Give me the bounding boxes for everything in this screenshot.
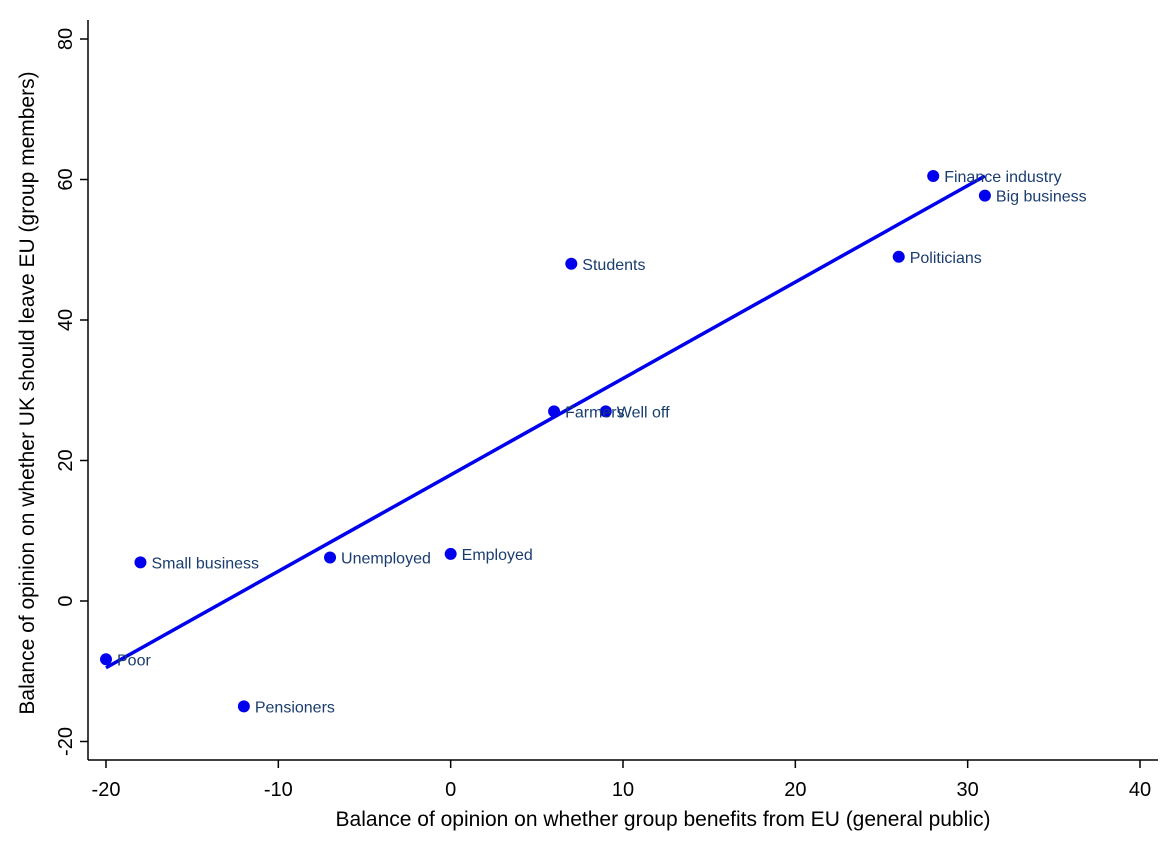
x-tick-label: -10 — [264, 779, 293, 801]
point-label: Politicians — [910, 250, 982, 267]
data-point — [134, 556, 147, 569]
x-axis-ticks: -20 -10 0 10 20 30 40 — [92, 760, 1151, 801]
data-point — [444, 547, 457, 560]
x-tick-label: 40 — [1129, 779, 1151, 801]
fit-line-layer — [105, 174, 986, 670]
y-tick-label: -20 — [55, 727, 77, 756]
y-axis-ticks: -20 0 20 40 60 80 — [55, 28, 88, 756]
point-label: Poor — [117, 652, 151, 669]
data-point — [599, 405, 612, 418]
x-tick-label: 0 — [445, 779, 456, 801]
plot-area: Finance industry Big business Politicians S… — [100, 169, 1087, 716]
point-label: Small business — [151, 555, 259, 572]
data-point — [565, 257, 578, 270]
y-tick-label: 60 — [55, 168, 77, 190]
point-label: Well off — [617, 404, 670, 421]
data-point — [892, 250, 905, 263]
y-tick-label: 40 — [55, 309, 77, 331]
data-point — [237, 700, 250, 713]
x-tick-label: 10 — [612, 779, 634, 801]
y-tick-label: 80 — [55, 28, 77, 50]
point-labels-layer: Finance industry Big business Politicians S… — [117, 169, 1087, 716]
point-label: Finance industry — [944, 169, 1061, 186]
data-point — [927, 169, 940, 182]
data-point — [324, 551, 337, 564]
axes: -20 -10 0 10 20 30 40 -20 0 20 40 60 80 — [55, 20, 1158, 801]
data-point — [548, 405, 561, 418]
y-tick-label: 20 — [55, 449, 77, 471]
data-points-layer — [100, 169, 991, 713]
point-label: Employed — [462, 547, 533, 564]
point-label: Pensioners — [255, 699, 335, 716]
x-axis-title: Balance of opinion on whether group bene… — [336, 808, 991, 831]
y-tick-label: 0 — [55, 595, 77, 606]
x-tick-label: 20 — [784, 779, 806, 801]
point-label: Farmers — [565, 404, 625, 421]
x-tick-label: -20 — [92, 779, 121, 801]
y-axis-title: Balance of opinion on whether UK should … — [16, 71, 39, 714]
data-point — [978, 189, 991, 202]
point-label: Big business — [996, 189, 1087, 206]
fit-line — [105, 174, 986, 670]
x-tick-label: 30 — [957, 779, 979, 801]
data-point — [100, 653, 112, 666]
point-label: Unemployed — [341, 550, 431, 567]
point-label: Students — [582, 257, 645, 274]
